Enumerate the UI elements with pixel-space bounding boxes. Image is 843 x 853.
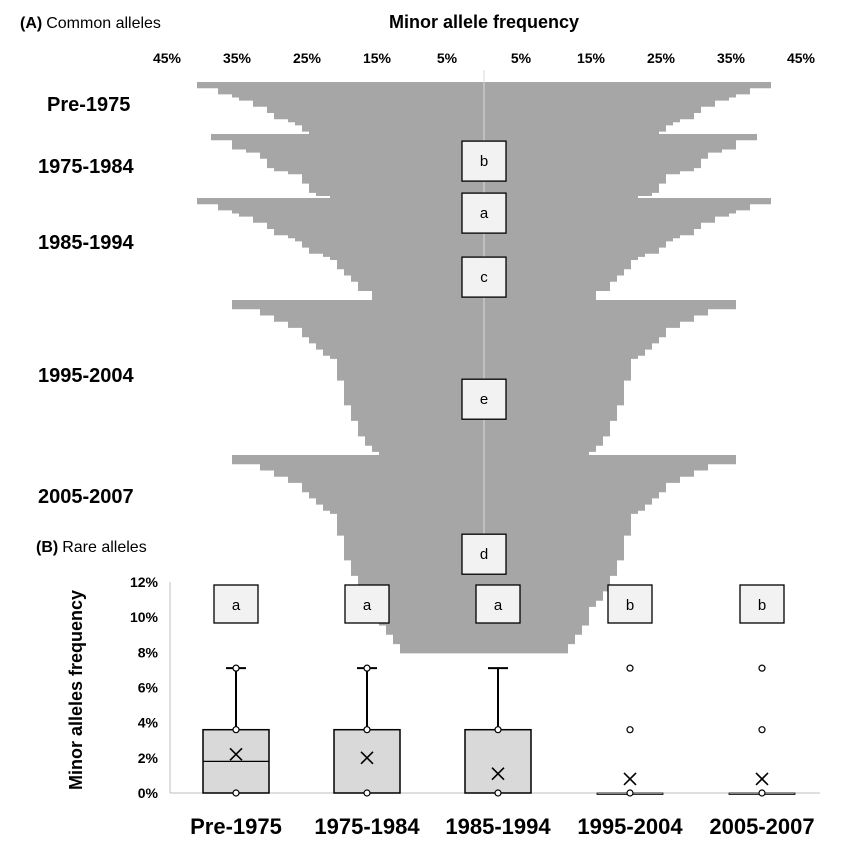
boxplot-2005-2007 — [728, 664, 796, 797]
box — [464, 728, 532, 794]
letter-box — [344, 584, 390, 624]
period-label: Pre-1975 — [47, 94, 130, 116]
significance-letter-box: a — [344, 584, 390, 624]
significance-letter-box: b — [607, 584, 653, 624]
significance-letter-box: b — [461, 140, 507, 182]
panel-a-x-ticks: 45% 35% 25% 15% 5% 5% 15% 25% 35% 45% — [153, 50, 816, 66]
x-tick-label: 45% — [787, 50, 816, 66]
category-label: 1975-1984 — [314, 814, 420, 839]
x-tick-label: 15% — [577, 50, 606, 66]
letter-text: c — [480, 269, 488, 286]
letter-text: b — [758, 597, 766, 614]
category-label: Pre-1975 — [190, 814, 282, 839]
significance-letter-box: d — [461, 533, 507, 575]
x-tick-label: 25% — [293, 50, 322, 66]
y-tick-label: 12% — [130, 574, 159, 590]
mean-marker — [623, 772, 637, 786]
period-label: 1985-1994 — [38, 232, 135, 254]
significance-letter-box: a — [213, 584, 259, 624]
letter-box — [607, 584, 653, 624]
x-tick-label: 35% — [223, 50, 252, 66]
significance-letter-box: a — [475, 584, 521, 624]
data-point — [363, 664, 371, 672]
letter-box — [213, 584, 259, 624]
x-tick-label: 5% — [511, 50, 532, 66]
data-point — [232, 664, 240, 672]
y-tick-label: 6% — [138, 680, 159, 696]
data-point — [494, 726, 502, 734]
data-point — [758, 726, 766, 734]
significance-letter-box: c — [461, 256, 507, 298]
letter-text: b — [626, 597, 634, 614]
y-tick-label: 4% — [138, 715, 159, 731]
category-label: 1995-2004 — [577, 814, 683, 839]
boxplot-pre-1975 — [202, 664, 270, 797]
letter-text: d — [480, 546, 488, 563]
data-point — [232, 726, 240, 734]
data-point — [494, 789, 502, 797]
panel-a-significance-letters: b a c e d — [461, 140, 507, 575]
letter-text: a — [480, 205, 489, 222]
data-point — [232, 789, 240, 797]
data-point — [363, 726, 371, 734]
panel-a-x-axis-title: Minor allele frequency — [389, 12, 579, 32]
data-point — [758, 664, 766, 672]
panel-b-heading: (B) Rare alleles — [36, 539, 147, 556]
data-point — [626, 789, 634, 797]
boxplot-1995-2004 — [596, 664, 664, 797]
letter-box — [461, 140, 507, 182]
letter-box — [461, 533, 507, 575]
panel-b-y-axis-title: Minor alleles frequency — [66, 590, 86, 790]
panel-a-period-labels: Pre-1975 1975-1984 1985-1994 1995-2004 2005-… — [38, 94, 135, 508]
period-label: 1975-1984 — [38, 156, 135, 178]
x-tick-label: 45% — [153, 50, 182, 66]
data-point — [363, 789, 371, 797]
letter-box — [461, 378, 507, 420]
panel-a-heading: (A) Common alleles — [20, 15, 161, 32]
mean-marker — [229, 747, 243, 761]
significance-letter-box: b — [739, 584, 785, 624]
mean-marker — [755, 772, 769, 786]
x-tick-label: 5% — [437, 50, 458, 66]
letter-box — [475, 584, 521, 624]
boxplot-1985-1994 — [464, 667, 532, 797]
panel-a-label: (A) — [20, 15, 42, 32]
box — [333, 728, 401, 794]
letter-text: a — [363, 597, 372, 614]
panel-b-title: Rare alleles — [62, 539, 146, 556]
letter-text: e — [480, 391, 488, 408]
panel-b-boxplots — [202, 664, 796, 797]
y-tick-label: 8% — [138, 644, 159, 660]
letter-text: b — [480, 153, 488, 170]
x-tick-label: 35% — [717, 50, 746, 66]
category-label: 1985-1994 — [445, 814, 551, 839]
letter-text: a — [494, 597, 503, 614]
y-tick-label: 0% — [138, 785, 159, 801]
letter-text: a — [232, 597, 241, 614]
significance-letter-box: a — [461, 192, 507, 234]
mean-marker — [360, 751, 374, 765]
panel-b-label: (B) — [36, 539, 58, 556]
letter-box — [461, 256, 507, 298]
category-label: 2005-2007 — [709, 814, 814, 839]
letter-box — [739, 584, 785, 624]
data-point — [758, 789, 766, 797]
y-tick-label: 2% — [138, 750, 159, 766]
period-label: 1995-2004 — [38, 365, 135, 387]
significance-letter-box: e — [461, 378, 507, 420]
boxplot-1975-1984 — [333, 664, 401, 797]
period-label: 2005-2007 — [38, 486, 134, 508]
x-tick-label: 25% — [647, 50, 676, 66]
mean-marker — [491, 767, 505, 781]
panel-a-title: Common alleles — [46, 15, 161, 32]
data-point — [626, 726, 634, 734]
panel-b-category-labels: Pre-1975 1975-1984 1985-1994 1995-2004 2005-… — [190, 814, 814, 839]
x-tick-label: 15% — [363, 50, 392, 66]
letter-box — [461, 192, 507, 234]
data-point — [626, 664, 634, 672]
y-tick-label: 10% — [130, 609, 159, 625]
